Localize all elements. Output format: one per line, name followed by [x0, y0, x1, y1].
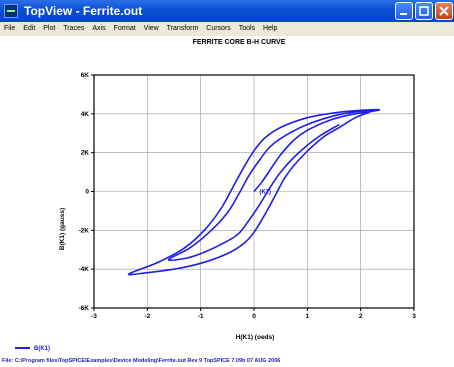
menu-bar: File Edit Plot Traces Axis Format View T… [0, 22, 454, 36]
menu-view[interactable]: View [143, 25, 159, 32]
close-button[interactable] [435, 2, 453, 20]
y-tick-label: -6K [79, 305, 90, 312]
menu-edit[interactable]: Edit [23, 25, 36, 32]
maximize-icon [419, 6, 429, 16]
chart-title: FERRITE CORE B-H CURVE [193, 39, 286, 46]
x-tick-label: 1 [306, 313, 310, 320]
menu-format[interactable]: Format [113, 25, 136, 32]
trace-b-k1[interactable] [127, 108, 381, 276]
window-titlebar[interactable]: TopView - Ferrite.out [0, 0, 454, 22]
menu-transform[interactable]: Transform [166, 25, 199, 32]
window-title: TopView - Ferrite.out [24, 4, 143, 18]
maximize-button[interactable] [415, 2, 433, 20]
x-tick-label: -3 [91, 313, 97, 320]
menu-plot[interactable]: Plot [43, 25, 56, 32]
x-tick-label: 3 [412, 313, 416, 320]
y-axis-ticks: 6K 4K 2K 0 -2K -4K -6K [79, 72, 94, 312]
menu-file[interactable]: File [4, 25, 16, 32]
x-tick-label: 2 [359, 313, 363, 320]
menu-help[interactable]: Help [263, 25, 278, 32]
y-tick-label: -2K [79, 227, 90, 234]
legend-label: B(K1) [34, 346, 50, 352]
x-axis-label: H(K1) (oeds) [236, 334, 275, 341]
grid-lines [94, 75, 414, 308]
close-icon [439, 6, 449, 16]
y-axis-label: B(K1) (gauss) [59, 208, 66, 250]
x-axis-ticks: -3 -2 -1 0 1 2 3 [91, 308, 416, 320]
plot-area[interactable]: FERRITE CORE B-H CURVE 6K4K2K0-2K-4K-6K … [0, 36, 454, 356]
y-tick-label: 2K [81, 150, 90, 157]
x-tick-label: 0 [252, 313, 256, 320]
menu-axis[interactable]: Axis [92, 25, 106, 32]
menu-tools[interactable]: Tools [238, 25, 256, 32]
status-bar: File: C:\Program files\TopSPICE\Examples… [2, 358, 281, 364]
menu-traces[interactable]: Traces [63, 25, 85, 32]
minimize-button[interactable] [395, 2, 413, 20]
trace-annotation: (K1) [259, 190, 271, 196]
x-tick-label: -1 [198, 313, 204, 320]
minimize-icon [400, 13, 407, 15]
menu-cursors[interactable]: Cursors [206, 25, 231, 32]
y-tick-label: -4K [79, 266, 90, 273]
x-tick-label: -2 [144, 313, 150, 320]
y-tick-label: 0 [85, 189, 89, 196]
y-tick-label: 4K [81, 111, 90, 118]
y-tick-label: 6K [81, 72, 90, 79]
app-icon[interactable] [4, 4, 18, 18]
